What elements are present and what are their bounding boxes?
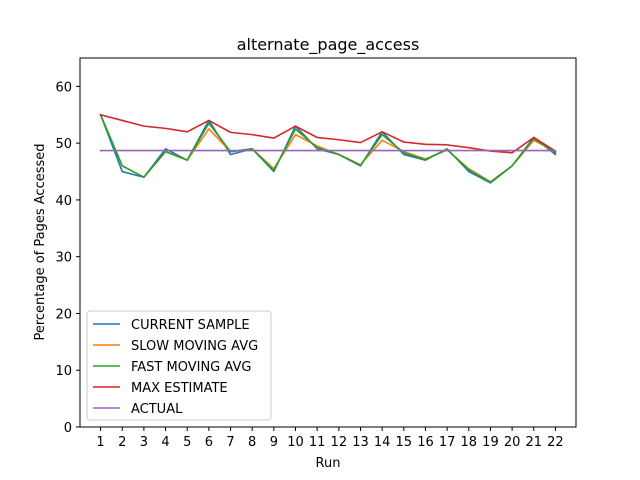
x-tick-label: 2	[118, 435, 126, 450]
x-tick-label: 3	[140, 435, 148, 450]
legend-label: ACTUAL	[131, 402, 183, 417]
x-tick-label: 16	[417, 435, 434, 450]
series-layer	[99, 113, 557, 184]
x-tick-label: 15	[396, 435, 413, 450]
y-tick-label: 60	[55, 80, 72, 95]
y-tick-label: 50	[55, 137, 72, 152]
series-line-max-estimate	[99, 113, 557, 154]
x-tick-label: 18	[461, 435, 478, 450]
x-tick-label: 20	[504, 435, 521, 450]
legend-box	[86, 310, 272, 421]
y-axis: 0 10 20 30 40 50 60	[55, 80, 80, 436]
legend-label: CURRENT SAMPLE	[131, 318, 250, 333]
x-tick-label: 1	[96, 435, 104, 450]
y-tick-label: 30	[55, 251, 72, 266]
x-tick-label: 6	[205, 435, 213, 450]
x-axis-label: Run	[316, 456, 341, 471]
x-tick-label: 7	[226, 435, 234, 450]
legend-label: FAST MOVING AVG	[131, 360, 251, 375]
legend-label: MAX ESTIMATE	[131, 381, 228, 396]
x-tick-label: 5	[183, 435, 191, 450]
x-tick-label: 12	[331, 435, 348, 450]
y-tick-label: 40	[55, 194, 72, 209]
chart-title: alternate_page_access	[237, 35, 420, 55]
x-tick-label: 10	[287, 435, 304, 450]
x-tick-label: 13	[352, 435, 369, 450]
y-tick-label: 20	[55, 307, 72, 322]
x-axis: 1 2 3 4 5 6 7 8 9 10 11 12 13 14 15 16 17 18 19 20 21 22	[96, 427, 564, 450]
x-tick-label: 9	[270, 435, 278, 450]
y-tick-label: 10	[55, 364, 72, 379]
plot-frame	[79, 57, 577, 428]
x-tick-label: 19	[482, 435, 499, 450]
x-tick-label: 11	[309, 435, 326, 450]
x-tick-label: 21	[525, 435, 542, 450]
y-tick-label: 0	[64, 421, 72, 436]
y-axis-label: Percentage of Pages Accessed	[33, 143, 48, 340]
legend-label: SLOW MOVING AVG	[131, 339, 258, 354]
x-tick-label: 22	[547, 435, 564, 450]
x-tick-label: 17	[439, 435, 456, 450]
x-tick-label: 4	[161, 435, 169, 450]
legend: CURRENT SAMPLE SLOW MOVING AVG FAST MOVING…	[86, 310, 272, 421]
x-tick-label: 14	[374, 435, 391, 450]
x-tick-label: 8	[248, 435, 256, 450]
